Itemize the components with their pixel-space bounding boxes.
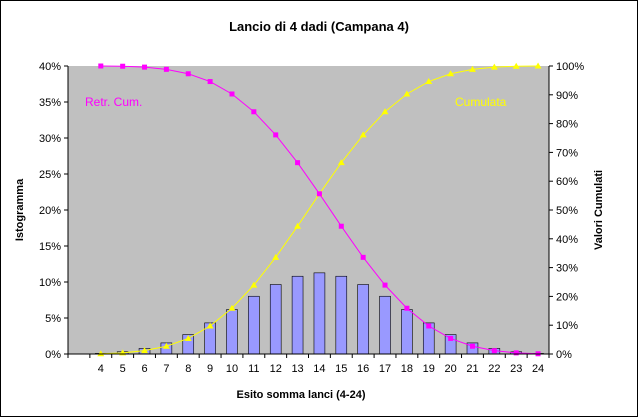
x-tick-label: 12 [270,363,282,375]
point-cumulata-16 [359,131,367,138]
x-tick-label: 6 [141,363,147,375]
series-label-cumulata: Cumulata [455,95,507,109]
x-tick-label: 5 [120,363,126,375]
point-retr-cum-23 [513,350,519,356]
point-retr-cum-7 [163,66,169,72]
point-retr-cum-22 [491,348,497,354]
point-retr-cum-14 [316,191,322,197]
y-tick-label: 40% [39,61,61,73]
x-tick-label: 9 [207,363,213,375]
point-cumulata-18 [403,90,411,97]
series-label-retr-cum: Retr. Cum. [85,95,142,109]
point-cumulata-15 [337,159,345,166]
point-cumulata-13 [294,222,302,229]
point-cumulata-19 [425,78,433,85]
x-tick-label: 8 [185,363,191,375]
point-cumulata-17 [381,108,389,115]
y2-tick-label: 50% [556,205,578,217]
bar-12 [269,284,282,355]
x-tick-label: 11 [248,363,259,375]
point-cumulata-22 [490,63,498,70]
point-retr-cum-8 [185,71,191,77]
y-tick-label: 25% [39,169,61,181]
y2-tick-label: 0% [556,349,572,361]
bar-15 [335,275,348,355]
y-tick-label: 5% [45,313,61,325]
bar-18 [401,309,413,355]
point-retr-cum-13 [295,160,301,166]
x-tick-label: 22 [488,363,500,375]
y-tick-label: 10% [39,277,61,289]
y2-tick-label: 70% [556,147,578,159]
x-tick-label: 10 [226,363,238,375]
bar-13 [291,275,304,355]
point-retr-cum-20 [448,335,454,341]
point-cumulata-12 [272,253,280,260]
chart-title: Lancio di 4 dadi (Campana 4) [229,19,409,34]
x-tick-label: 20 [444,363,456,375]
point-cumulata-20 [447,70,455,77]
y-tick-label: 0% [45,349,61,361]
x-tick-label: 14 [313,363,325,375]
x-tick-label: 15 [335,363,347,375]
y-tick-label: 20% [39,205,61,217]
point-retr-cum-15 [338,223,344,229]
point-retr-cum-4 [98,63,104,69]
point-cumulata-10 [228,304,236,311]
point-retr-cum-10 [229,91,235,97]
x-tick-label: 23 [510,363,522,375]
point-cumulata-9 [206,322,214,329]
y2-tick-label: 60% [556,176,578,188]
x-tick-label: 19 [423,363,435,375]
point-retr-cum-21 [469,343,475,349]
point-retr-cum-12 [273,132,279,138]
point-cumulata-11 [250,281,258,288]
point-retr-cum-16 [360,254,366,260]
point-retr-cum-11 [251,109,257,115]
point-retr-cum-19 [426,323,432,329]
x-tick-label: 18 [401,363,413,375]
bar-11 [248,295,260,355]
point-cumulata-24 [534,62,542,69]
y2-tick-label: 10% [556,320,578,332]
point-cumulata-8 [184,334,192,341]
y2-axis-title: Valori Cumulati [593,170,605,250]
y2-tick-label: 80% [556,119,578,131]
point-cumulata-23 [512,62,520,69]
y2-tick-label: 40% [556,234,578,246]
x-tick-label: 13 [291,363,303,375]
bar-17 [379,295,391,355]
point-retr-cum-17 [382,282,388,288]
x-tick-label: 4 [98,363,104,375]
bar-10 [226,309,238,355]
x-tick-label: 21 [466,363,478,375]
y-tick-label: 35% [39,97,61,109]
x-tick-label: 17 [379,363,391,375]
point-retr-cum-5 [120,63,126,69]
bar-14 [313,272,326,355]
bar-16 [357,284,369,355]
point-retr-cum-6 [142,64,148,70]
x-tick-label: 16 [357,363,369,375]
point-retr-cum-9 [207,79,213,85]
x-axis-title: Esito somma lanci (4-24) [237,389,366,401]
y2-tick-label: 20% [556,291,578,303]
x-tick-label: 24 [532,363,544,375]
y2-tick-label: 30% [556,263,578,275]
y2-tick-label: 100% [556,61,584,73]
y-axis-title: Istogramma [14,178,26,241]
point-retr-cum-18 [404,305,410,311]
x-tick-label: 7 [163,363,169,375]
y-tick-label: 15% [39,241,61,253]
point-cumulata-4 [97,350,105,357]
point-cumulata-7 [162,342,170,349]
y2-tick-label: 90% [556,90,578,102]
point-cumulata-6 [141,347,149,354]
y-tick-label: 30% [39,133,61,145]
point-cumulata-21 [468,65,476,72]
